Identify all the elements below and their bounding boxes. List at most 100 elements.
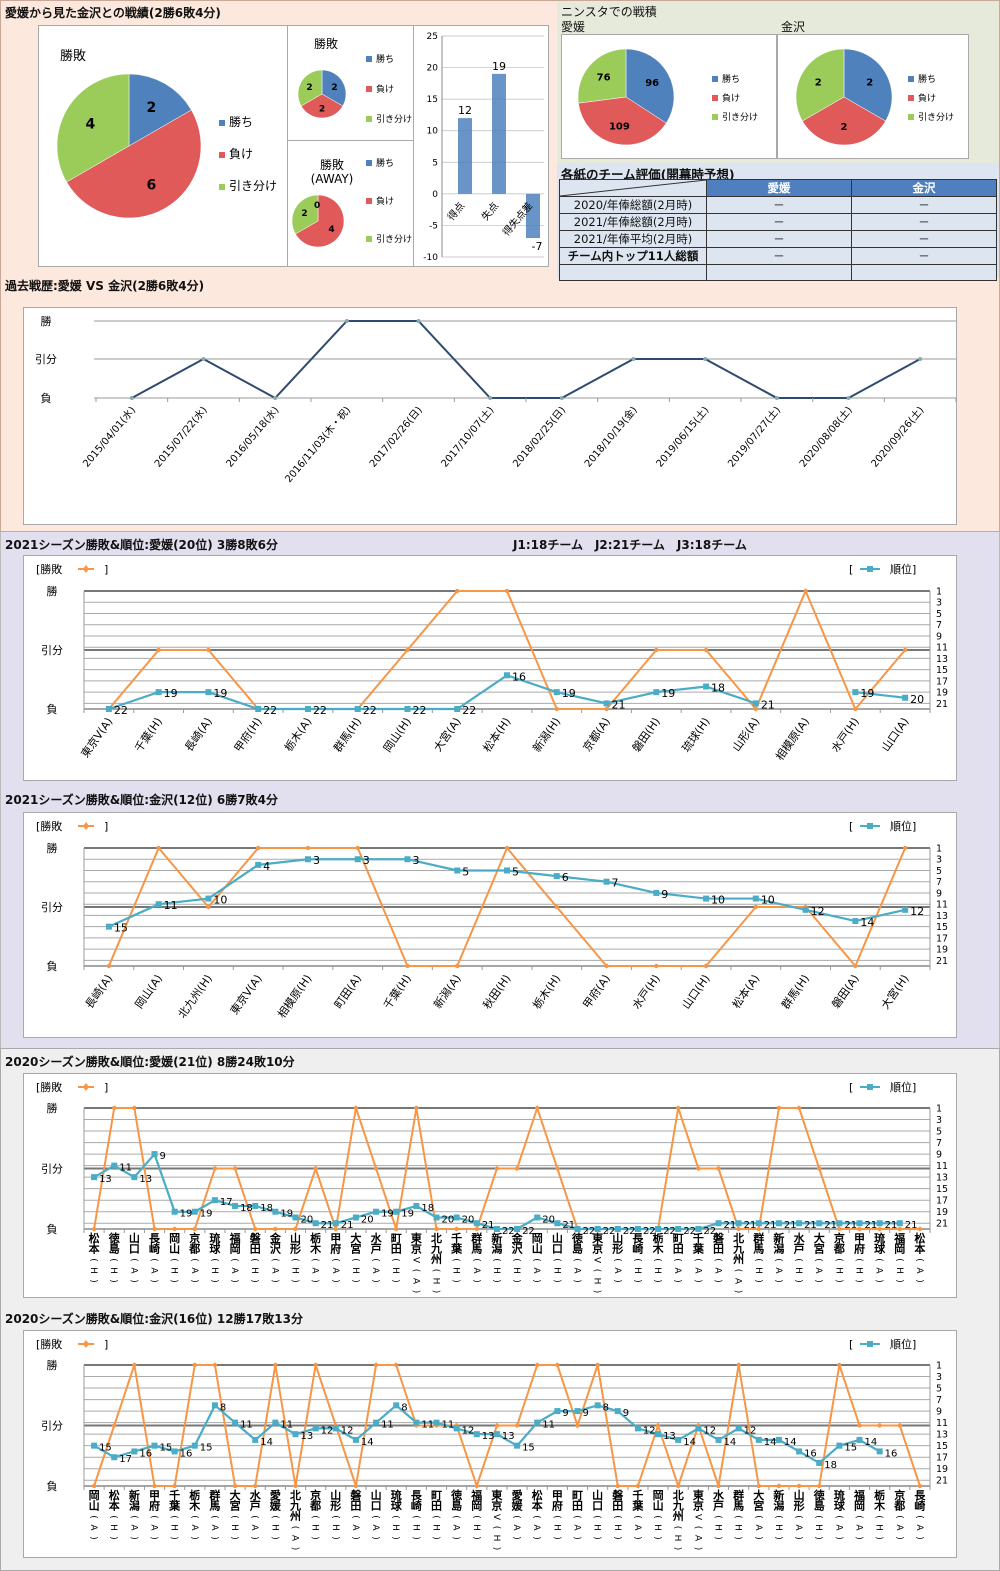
rank-point <box>91 1174 98 1181</box>
rank-point <box>332 1220 339 1227</box>
result-point <box>494 1423 500 1428</box>
rank-point <box>695 1226 702 1232</box>
legend-swatch <box>712 114 718 120</box>
rank-data-label: 19 <box>280 1209 293 1220</box>
x-tick-label-char: 山 <box>330 1488 341 1502</box>
history-point <box>129 396 134 400</box>
rank-data-label: 11 <box>381 1420 394 1431</box>
legend-bracket: [ <box>849 820 853 833</box>
legend-bracket: ] <box>104 1338 108 1351</box>
rank-tick-label: 11 <box>936 900 948 911</box>
x-tick-label-char: ) <box>370 1279 380 1283</box>
y-tick-label: 10 <box>427 127 439 137</box>
result-point <box>253 1226 258 1232</box>
eval-row-label: チーム内トップ11人総額 <box>559 247 707 265</box>
rank-data-label: 13 <box>482 1431 495 1442</box>
eval-row: 2020/年俸総額(2月時) － － <box>559 196 997 214</box>
x-tick-label-char: 群 <box>208 1488 220 1502</box>
result-point <box>917 1483 923 1489</box>
rank-tick-label: 9 <box>936 888 942 899</box>
x-tick-label-char: 水 <box>250 1488 262 1502</box>
x-tick-label-char: ) <box>854 1536 864 1540</box>
result-series-line <box>108 649 259 710</box>
rank-tick-label: 15 <box>936 665 948 676</box>
pie-data-label: 0 <box>314 201 320 211</box>
rank-tick-label: 17 <box>936 676 948 687</box>
x-tick-label-char: 戸 <box>250 1500 261 1513</box>
x-tick-label-char: 崎 <box>632 1242 643 1256</box>
result-point <box>897 1226 902 1232</box>
rank-series-line <box>108 674 757 711</box>
rank-point <box>191 1208 198 1215</box>
x-tick-label-char: 長 <box>149 1232 161 1245</box>
rank-data-label: 17 <box>119 1454 132 1465</box>
x-tick-label-char: 山 <box>794 1488 805 1502</box>
x-tick-label-char: 栃 <box>310 1231 321 1245</box>
result-point <box>504 845 510 851</box>
rank-tick-label: 9 <box>936 1407 942 1418</box>
rank-point <box>191 1442 198 1449</box>
x-tick-label-char: H <box>310 1524 320 1531</box>
x-tick-label-char: A <box>370 1524 380 1531</box>
rank-data-label: 12 <box>703 1425 716 1436</box>
x-tick-label-char: 千 <box>693 1231 704 1245</box>
history-point <box>559 396 564 400</box>
x-tick-label-char: 琉 <box>874 1231 885 1245</box>
rank-point <box>614 1408 621 1415</box>
rank-point <box>155 689 162 696</box>
result-point <box>132 1105 137 1111</box>
rank-data-label: 10 <box>213 894 227 907</box>
legend-swatch <box>908 114 914 120</box>
x-tick-label-char: 都 <box>893 1499 905 1513</box>
x-tick-label-char: A <box>350 1524 360 1531</box>
x-tick-label-char: H <box>733 1524 743 1531</box>
rank-tick-label: 21 <box>936 699 948 710</box>
x-tick-label-char: A <box>189 1267 199 1274</box>
x-tick-label-char: H <box>169 1524 179 1531</box>
x-tick-label-char: ( <box>128 1258 138 1262</box>
eval-row <box>559 264 997 281</box>
result-point <box>676 1105 681 1111</box>
pie-slice-2 <box>291 194 319 235</box>
bar-goals-box: 25 20 15 10 5 0 -5 -10 12 得点 19 失点 -7 得失点差 <box>413 25 549 267</box>
x-tick-label-char: ( <box>672 1258 682 1262</box>
x-tick-label-char: 島 <box>109 1242 120 1256</box>
x-tick-label-char: ) <box>874 1279 884 1283</box>
s2020-ehime-title: 2020シーズン勝敗&順位:愛媛(21位) 8勝24敗10分 <box>5 1055 295 1069</box>
rank-data-label: 21 <box>885 1220 898 1231</box>
x-tick-label-char: 潟 <box>491 1242 502 1256</box>
rank-data-label: 22 <box>643 1226 656 1237</box>
x-tick-label-char: 宮 <box>814 1242 825 1256</box>
result-point <box>455 588 460 594</box>
rank-tick-label: 5 <box>936 866 942 877</box>
x-tick-label-char: ) <box>330 1536 340 1540</box>
result-point <box>575 1423 580 1428</box>
x-tick-label-char: 本 <box>532 1499 543 1513</box>
x-tick-label-char: 木 <box>309 1242 322 1256</box>
rank-point <box>896 1220 903 1227</box>
rank-data-label: 19 <box>381 1209 394 1220</box>
y-tick-label: 勝 <box>47 584 58 598</box>
x-tick-label-char: ( <box>833 1258 843 1262</box>
x-tick-label-char: 徳 <box>571 1231 583 1245</box>
x-tick-label-char: ( <box>491 1258 501 1262</box>
x-tick-label-char: 潟 <box>129 1499 140 1513</box>
rank-data-label: 18 <box>421 1203 434 1214</box>
x-tick-label-char: 徳 <box>813 1488 825 1502</box>
x-tick-label-char: 京 <box>411 1242 422 1256</box>
legend-rank-label: 順位] <box>890 562 916 576</box>
x-tick-label-char: ) <box>471 1536 481 1540</box>
rank-data-label: 11 <box>421 1420 434 1431</box>
x-tick-label-char: 球 <box>391 1499 403 1513</box>
x-tick-label-char: 岡 <box>854 1500 865 1513</box>
eval-table: 愛媛 金沢 2020/年俸総額(2月時) － － 2021/年俸総額(2月時) … <box>559 179 997 281</box>
x-tick-label: 2019/06/15(土) <box>653 404 712 470</box>
result-point <box>604 706 609 712</box>
legend-swatch <box>908 95 914 101</box>
legend-label: 負け <box>376 83 394 95</box>
rank-point <box>354 856 361 863</box>
rank-point <box>876 1220 883 1227</box>
x-tick-label-char: 金 <box>269 1231 282 1245</box>
x-tick-label: 山口(A) <box>879 715 912 754</box>
